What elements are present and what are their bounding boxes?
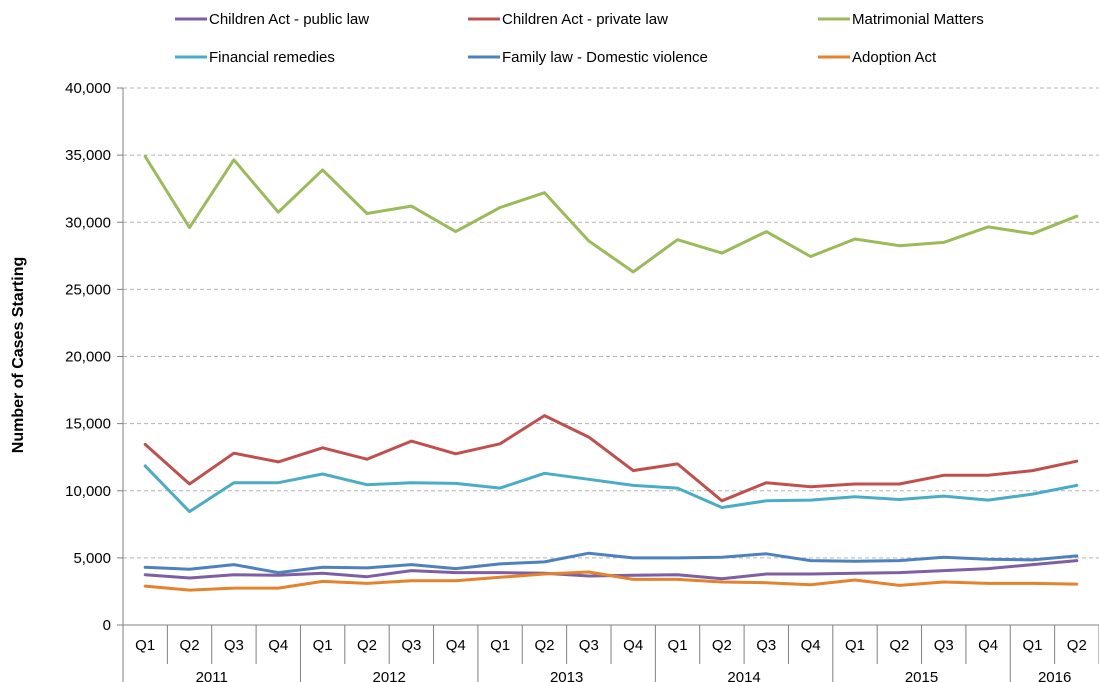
x-tick-label: Q1	[1022, 637, 1042, 654]
legend-label: Matrimonial Matters	[852, 11, 984, 28]
x-tick-label: Q4	[446, 637, 466, 654]
x-tick-label: Q4	[268, 637, 288, 654]
year-label: 2011	[196, 669, 228, 682]
x-tick-label: Q1	[313, 637, 333, 654]
x-tick-label: Q1	[845, 637, 865, 654]
legend-label: Financial remedies	[209, 49, 335, 66]
x-tick-label: Q3	[756, 637, 776, 654]
year-label: 2014	[727, 669, 760, 682]
x-tick-label: Q3	[579, 637, 599, 654]
series-lines	[143, 155, 1079, 592]
series-line-financial-remedies	[143, 464, 1079, 514]
y-tick-label: 25,000	[65, 281, 111, 298]
x-tick-label: Q4	[978, 637, 998, 654]
x-tick-label: Q2	[180, 637, 200, 654]
legend: Children Act - public law Children Act - …	[175, 11, 984, 66]
x-tick-label: Q2	[712, 637, 732, 654]
series-line-family-law-domestic-violence	[143, 551, 1079, 575]
year-label: 2015	[905, 669, 938, 682]
y-axis-title: Number of Cases Starting	[10, 257, 27, 453]
x-tick-label: Q3	[401, 637, 421, 654]
x-tick-label: Q2	[1067, 637, 1087, 654]
x-tick-label: Q1	[490, 637, 510, 654]
x-axis: Q1 Q2 Q3 Q4 Q1 Q2 Q3 Q4 Q1 Q2 Q3 Q4 Q1 Q2 Q3 Q4 Q1 Q2 Q3 Q4…	[122, 624, 1099, 682]
y-tick-label: 0	[103, 617, 111, 634]
x-tick-label: Q3	[934, 637, 954, 654]
legend-item: Family law - Domestic violence	[468, 49, 708, 66]
x-tick-label: Q1	[668, 637, 688, 654]
legend-item: Financial remedies	[175, 49, 335, 66]
year-label: 2013	[550, 669, 583, 682]
legend-item: Adoption Act	[818, 49, 937, 66]
y-tick-label: 15,000	[65, 416, 111, 433]
y-tick-label: 5,000	[73, 550, 111, 567]
legend-item: Children Act - public law	[175, 11, 369, 28]
year-label: 2016	[1038, 669, 1071, 682]
series-line-adoption-act	[143, 570, 1079, 592]
year-label: 2012	[372, 669, 405, 682]
y-tick-label: 40,000	[65, 80, 111, 97]
y-tick-label: 35,000	[65, 147, 111, 164]
x-tick-label: Q2	[534, 637, 554, 654]
y-tick-label: 20,000	[65, 349, 111, 366]
legend-label: Adoption Act	[852, 49, 937, 66]
x-tick-label: Q2	[889, 637, 909, 654]
legend-label: Family law - Domestic violence	[502, 49, 708, 66]
x-tick-label: Q4	[623, 637, 643, 654]
legend-label: Children Act - private law	[502, 11, 668, 28]
series-line-matrimonial-matters	[143, 155, 1079, 274]
y-tick-label: 10,000	[65, 483, 111, 500]
x-tick-label: Q2	[357, 637, 377, 654]
y-axis: 0 5,000 10,000 15,000 20,000 25,000 30,000 35,0…	[65, 80, 124, 634]
gridlines	[123, 87, 1099, 559]
series-line-children-act-private-law	[143, 414, 1079, 503]
y-tick-label: 30,000	[65, 214, 111, 231]
x-tick-label: Q3	[224, 637, 244, 654]
legend-item: Children Act - private law	[468, 11, 668, 28]
x-tick-label: Q1	[135, 637, 155, 654]
legend-item: Matrimonial Matters	[818, 11, 984, 28]
legend-label: Children Act - public law	[209, 11, 369, 28]
x-tick-label: Q4	[801, 637, 821, 654]
